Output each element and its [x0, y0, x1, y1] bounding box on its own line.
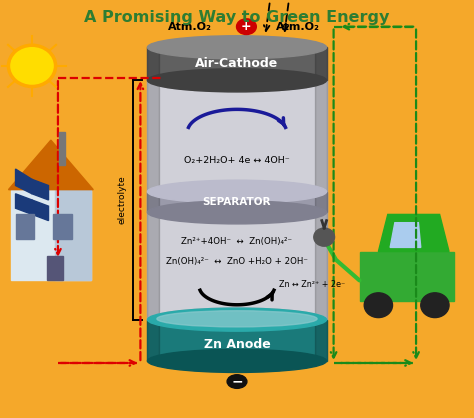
- Ellipse shape: [237, 19, 256, 35]
- Polygon shape: [147, 192, 327, 212]
- Ellipse shape: [147, 69, 327, 92]
- Polygon shape: [315, 320, 327, 361]
- Circle shape: [314, 228, 335, 246]
- Polygon shape: [147, 80, 327, 320]
- Text: electrolyte: electrolyte: [117, 176, 126, 224]
- Polygon shape: [53, 214, 72, 239]
- Polygon shape: [147, 47, 327, 80]
- Text: SEPARATOR: SEPARATOR: [203, 197, 271, 207]
- Polygon shape: [147, 192, 159, 212]
- Polygon shape: [32, 200, 48, 221]
- Circle shape: [364, 293, 392, 318]
- Text: Air-Cathode: Air-Cathode: [195, 57, 279, 70]
- Text: Zn(OH)₄²⁻  ↔  ZnO +H₂O + 2OH⁻: Zn(OH)₄²⁻ ↔ ZnO +H₂O + 2OH⁻: [166, 257, 308, 266]
- Text: Atm.O₂: Atm.O₂: [168, 22, 212, 32]
- Polygon shape: [11, 190, 91, 280]
- Polygon shape: [55, 190, 91, 280]
- Polygon shape: [16, 169, 32, 194]
- Ellipse shape: [147, 36, 327, 59]
- Polygon shape: [147, 80, 159, 320]
- Polygon shape: [315, 80, 327, 320]
- Polygon shape: [359, 252, 454, 301]
- Polygon shape: [47, 256, 64, 280]
- Ellipse shape: [147, 201, 327, 224]
- Text: Zn²⁺+4OH⁻  ↔  Zn(OH)₄²⁻: Zn²⁺+4OH⁻ ↔ Zn(OH)₄²⁻: [182, 237, 292, 246]
- Polygon shape: [16, 214, 35, 239]
- Ellipse shape: [227, 375, 247, 388]
- Text: −: −: [231, 375, 243, 389]
- Polygon shape: [9, 140, 93, 190]
- Text: Zn ↔ Zn²⁺ + 2e⁻: Zn ↔ Zn²⁺ + 2e⁻: [279, 280, 346, 289]
- Polygon shape: [147, 47, 159, 80]
- Polygon shape: [147, 320, 159, 361]
- Text: Atm.O₂: Atm.O₂: [276, 22, 320, 32]
- Polygon shape: [378, 214, 449, 252]
- Text: O₂+2H₂O+ 4e ↔ 4OH⁻: O₂+2H₂O+ 4e ↔ 4OH⁻: [184, 156, 290, 165]
- Text: +: +: [241, 20, 252, 33]
- Circle shape: [9, 45, 55, 87]
- Text: Zn Anode: Zn Anode: [204, 338, 270, 351]
- Ellipse shape: [147, 308, 327, 331]
- Circle shape: [421, 293, 449, 318]
- Polygon shape: [59, 132, 65, 165]
- Ellipse shape: [147, 180, 327, 203]
- Text: A Promising Way to Green Energy: A Promising Way to Green Energy: [84, 10, 390, 25]
- Ellipse shape: [157, 311, 317, 327]
- Polygon shape: [147, 320, 327, 361]
- Ellipse shape: [147, 308, 327, 331]
- Polygon shape: [390, 223, 421, 247]
- Polygon shape: [315, 192, 327, 212]
- Ellipse shape: [147, 349, 327, 372]
- Ellipse shape: [147, 69, 327, 92]
- Polygon shape: [16, 194, 32, 214]
- Polygon shape: [315, 47, 327, 80]
- Polygon shape: [32, 179, 48, 200]
